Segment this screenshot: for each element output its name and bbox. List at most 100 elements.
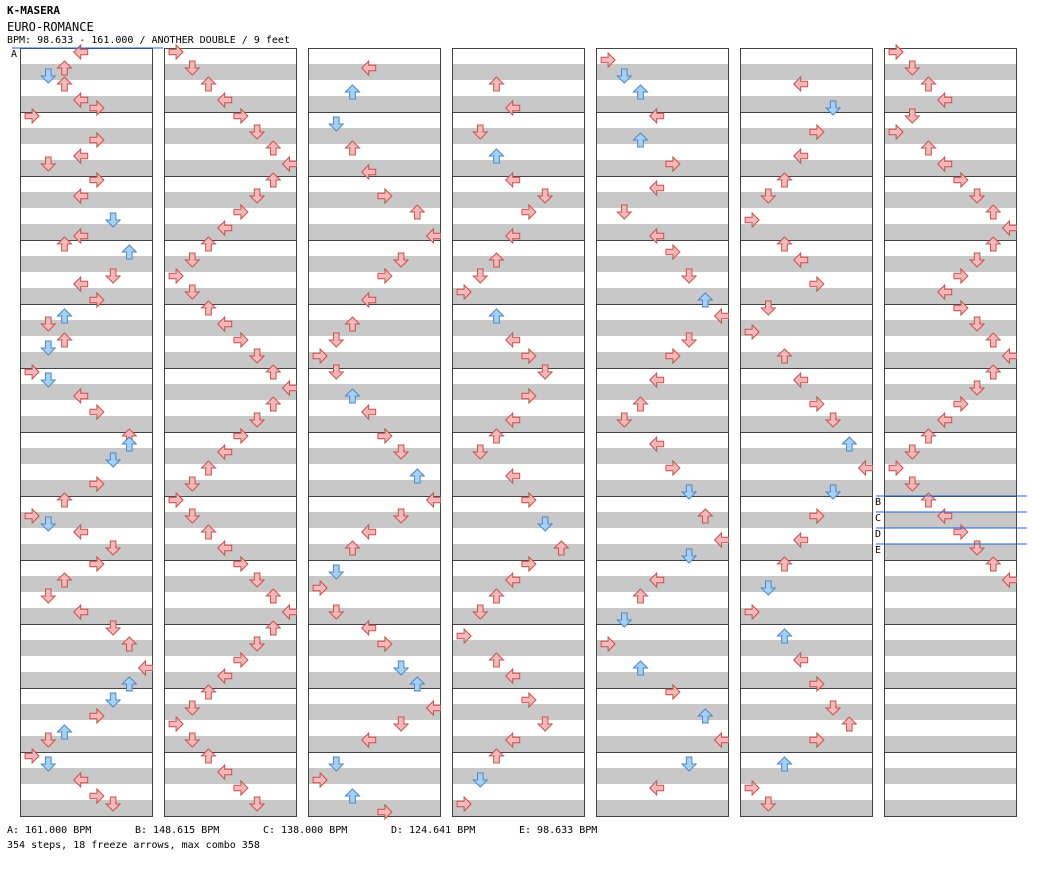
beat-stripe: [884, 416, 1017, 432]
beat-stripe: [740, 96, 873, 112]
arrow-right-icon: [360, 403, 377, 421]
arrow-right-icon: [425, 227, 441, 245]
arrow-left-icon: [456, 283, 472, 301]
arrow-left-icon: [377, 635, 393, 653]
beat-stripe: [596, 192, 729, 208]
arrow-right-icon: [281, 155, 297, 173]
beat-stripe: [308, 128, 441, 144]
beat-stripe: [884, 64, 1017, 80]
column-border: [740, 48, 873, 817]
beat-stripe: [452, 416, 585, 432]
arrow-right-icon: [648, 179, 665, 197]
beat-stripe: [740, 288, 873, 304]
beat-stripe: [740, 480, 873, 496]
beat-stripe: [308, 640, 441, 656]
bpm-legend-a: A: 161.000 BPM: [7, 825, 92, 836]
beat-stripe: [884, 224, 1017, 240]
bpm-legend-b: B: 148.615 BPM: [135, 825, 220, 836]
beat-stripe: [20, 800, 153, 816]
beat-stripe: [164, 416, 297, 432]
arrow-down-icon: [472, 772, 489, 788]
arrow-down-icon: [40, 340, 57, 356]
arrow-up-icon: [265, 396, 282, 412]
arrow-left-icon: [233, 107, 249, 125]
arrow-left-icon: [744, 211, 760, 229]
beat-stripe: [884, 160, 1017, 176]
beat-stripe: [20, 192, 153, 208]
arrow-down-icon: [184, 252, 201, 268]
arrow-up-icon: [200, 460, 217, 476]
arrow-up-icon: [697, 708, 714, 724]
arrow-left-icon: [456, 795, 472, 813]
arrow-left-icon: [521, 387, 537, 405]
song-artist: K-MASERA: [7, 4, 60, 17]
arrow-right-icon: [281, 603, 297, 621]
arrow-right-icon: [648, 107, 665, 125]
beat-stripe: [740, 576, 873, 592]
beat-stripe: [308, 448, 441, 464]
arrow-down-icon: [824, 100, 842, 116]
arrow-right-icon: [792, 651, 809, 669]
beat-stripe: [884, 768, 1017, 784]
arrow-down-icon: [104, 268, 122, 284]
arrow-right-icon: [504, 331, 521, 349]
arrow-up-icon: [985, 556, 1002, 572]
arrow-up-icon: [488, 76, 505, 92]
arrow-down-icon: [104, 796, 122, 812]
beat-stripe: [596, 640, 729, 656]
beat-stripe: [308, 768, 441, 784]
chart-column-5: [596, 48, 729, 817]
column-border: [308, 48, 441, 817]
arrow-right-icon: [936, 411, 953, 429]
beat-stripe: [20, 768, 153, 784]
arrow-right-icon: [72, 91, 89, 109]
arrow-right-icon: [504, 731, 521, 749]
arrow-right-icon: [713, 531, 729, 549]
beat-stripe: [20, 288, 153, 304]
arrow-up-icon: [200, 748, 217, 764]
arrow-left-icon: [89, 555, 105, 573]
arrow-up-icon: [776, 172, 793, 188]
arrow-down-icon: [248, 348, 266, 364]
arrow-down-icon: [184, 732, 201, 748]
arrow-up-icon: [488, 652, 505, 668]
arrow-up-icon: [344, 316, 361, 332]
beat-stripe: [740, 608, 873, 624]
beat-stripe: [452, 512, 585, 528]
arrow-up-icon: [344, 388, 361, 404]
arrow-down-icon: [392, 252, 410, 268]
arrow-down-icon: [248, 796, 266, 812]
arrow-down-icon: [40, 68, 57, 84]
arrow-right-icon: [360, 59, 377, 77]
arrow-left-icon: [89, 131, 105, 149]
arrow-up-icon: [344, 140, 361, 156]
arrow-left-icon: [312, 771, 328, 789]
beat-stripe: [740, 800, 873, 816]
arrow-down-icon: [824, 412, 842, 428]
arrow-left-icon: [600, 51, 616, 69]
arrow-down-icon: [472, 124, 489, 140]
song-info: BPM: 98.633 - 161.000 / ANOTHER DOUBLE /…: [7, 35, 290, 46]
beat-stripe: [596, 768, 729, 784]
arrow-up-icon: [344, 788, 361, 804]
beat-stripe: [20, 640, 153, 656]
beat-stripe: [308, 96, 441, 112]
arrow-down-icon: [760, 580, 777, 596]
beat-stripe: [884, 192, 1017, 208]
beat-stripe: [20, 480, 153, 496]
arrow-right-icon: [1001, 571, 1017, 589]
arrow-down-icon: [536, 716, 554, 732]
arrow-right-icon: [137, 659, 153, 677]
arrow-left-icon: [888, 43, 904, 61]
arrow-left-icon: [953, 171, 969, 189]
beat-stripe: [164, 96, 297, 112]
beat-stripe: [452, 384, 585, 400]
beat-stripe: [596, 704, 729, 720]
arrow-left-icon: [744, 779, 760, 797]
arrow-up-icon: [200, 236, 217, 252]
arrow-left-icon: [809, 275, 825, 293]
beat-stripe: [740, 736, 873, 752]
beat-stripe: [596, 800, 729, 816]
arrow-right-icon: [504, 571, 521, 589]
column-border: [884, 48, 1017, 817]
